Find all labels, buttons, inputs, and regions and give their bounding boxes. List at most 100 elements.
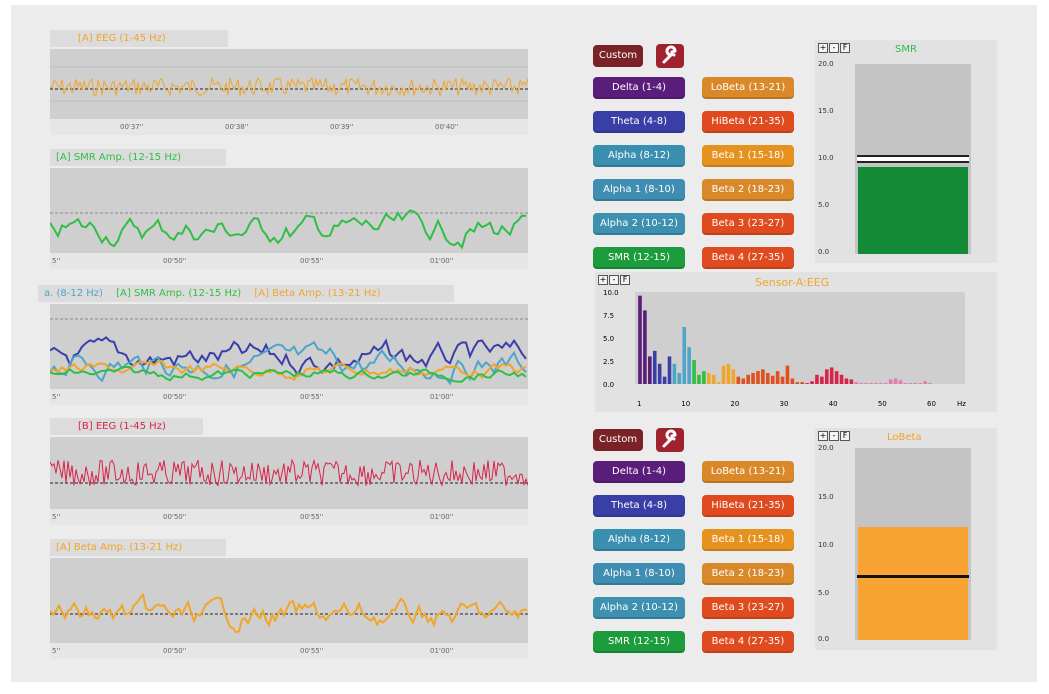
band-button[interactable]: Alpha 1 (8-10) — [593, 179, 685, 201]
band-button[interactable]: Delta (1-4) — [593, 461, 685, 483]
band-button[interactable]: LoBeta (13-21) — [702, 461, 794, 483]
band-button[interactable]: Theta (4-8) — [593, 495, 685, 517]
band-button[interactable]: HiBeta (21-35) — [702, 495, 794, 517]
multi-amp-plot[interactable] — [50, 304, 528, 389]
spectrum-bar — [928, 383, 932, 384]
multi-amp-panel: a. (8-12 Hz) [A] SMR Amp. (12-15 Hz) [A]… — [38, 285, 528, 407]
eeg-b-trace — [50, 458, 528, 487]
band-button[interactable]: Beta 2 (18-23) — [702, 563, 794, 585]
band-button[interactable]: Beta 1 (15-18) — [702, 145, 794, 167]
spectrum-controls: + - F — [598, 275, 631, 285]
spectrum-bar — [775, 371, 780, 384]
x-tick-label: 10 — [681, 400, 690, 408]
band-button[interactable]: Beta 4 (27-35) — [702, 631, 794, 653]
band-button[interactable]: Alpha (8-12) — [593, 529, 685, 551]
band-button[interactable]: Beta 3 (23-27) — [702, 597, 794, 619]
band-button[interactable]: HiBeta (21-35) — [702, 111, 794, 133]
band-button[interactable]: Alpha 2 (10-12) — [593, 597, 685, 619]
spectrum-bar — [898, 380, 903, 384]
beta-amp-trace — [50, 592, 528, 634]
eeg-a-panel: [A] EEG (1-45 Hz) 00'37'' 00'38'' 00'39'' 0… — [50, 30, 528, 140]
band-button[interactable]: Alpha 2 (10-12) — [593, 213, 685, 235]
spectrum-bar — [800, 382, 805, 384]
spectrum-bar — [888, 379, 893, 384]
spectrum-bar — [702, 371, 706, 384]
threshold-marker[interactable] — [857, 154, 969, 163]
spectrum-bar — [711, 374, 716, 384]
zoom-in-icon[interactable]: + — [818, 431, 828, 441]
spectrum-bar — [810, 381, 814, 384]
custom-button-b[interactable]: Custom — [593, 429, 643, 451]
spectrum-bar — [638, 295, 642, 384]
eeg-a-trace — [50, 66, 528, 102]
spectrum-bar — [864, 383, 868, 384]
zoom-out-icon[interactable]: - — [829, 431, 839, 441]
spectrum-bar — [667, 356, 672, 384]
settings-wrench-button[interactable] — [656, 44, 684, 68]
fit-icon[interactable]: F — [840, 431, 850, 441]
x-tick-label: 20 — [730, 400, 739, 408]
x-tick-label: 40 — [829, 400, 838, 408]
meter-title: SMR — [895, 44, 917, 55]
lobeta-meter: + - F LoBeta 20.0 15.0 10.0 5.0 0.0 — [815, 428, 997, 650]
band-button[interactable]: Theta (4-8) — [593, 111, 685, 133]
zoom-out-icon[interactable]: - — [609, 275, 619, 285]
band-button[interactable]: Alpha 1 (8-10) — [593, 563, 685, 585]
spectrum-bar — [707, 372, 711, 384]
eeg-b-plot[interactable] — [50, 437, 528, 509]
spectrum-bar — [746, 374, 750, 384]
y-tick-label: 0.0 — [603, 381, 614, 389]
spectrum-bar — [785, 365, 790, 384]
spectrum-bar — [820, 376, 824, 384]
fit-icon[interactable]: F — [840, 43, 850, 53]
spectrum-bar — [677, 372, 682, 384]
panel-title: [A] SMR Amp. (12-15 Hz) — [50, 149, 226, 166]
spectrum-bar — [874, 383, 878, 384]
spectrum-bar — [805, 383, 809, 384]
x-tick-label: 50 — [878, 400, 887, 408]
band-button[interactable]: Beta 4 (27-35) — [702, 247, 794, 269]
band-button[interactable]: Beta 1 (15-18) — [702, 529, 794, 551]
band-button[interactable]: Delta (1-4) — [593, 77, 685, 99]
spectrum-bar — [844, 378, 849, 384]
y-tick-label: 2.5 — [603, 358, 614, 366]
spectrum-bar — [697, 374, 701, 384]
fit-icon[interactable]: F — [620, 275, 630, 285]
band-button[interactable]: Alpha (8-12) — [593, 145, 685, 167]
multi-amp-traces — [50, 318, 528, 386]
x-unit-label: Hz — [957, 400, 966, 408]
y-tick-label: 5.0 — [603, 335, 614, 343]
spectrum-bar — [716, 382, 721, 384]
spectrum-bar — [726, 363, 731, 384]
band-button[interactable]: SMR (12-15) — [593, 247, 685, 269]
spectrum-bar — [903, 383, 908, 384]
spectrum-bar — [849, 379, 854, 384]
spectrum-bar — [662, 376, 667, 384]
spectrum-bar — [756, 371, 760, 384]
smr-amp-plot[interactable] — [50, 168, 528, 253]
spectrum-bar — [692, 360, 696, 384]
smr-amp-trace — [50, 209, 528, 250]
panel-title: a. (8-12 Hz) [A] SMR Amp. (12-15 Hz) [A]… — [38, 285, 454, 302]
panel-title: [B] EEG (1-45 Hz) — [50, 418, 203, 435]
zoom-in-icon[interactable]: + — [598, 275, 608, 285]
beta-amp-plot[interactable] — [50, 558, 528, 643]
zoom-in-icon[interactable]: + — [818, 43, 828, 53]
spectrum-bar — [682, 326, 687, 384]
meter-title: LoBeta — [887, 432, 922, 443]
spectrum-bar — [815, 374, 819, 384]
meter-controls: + - F — [818, 43, 851, 53]
threshold-marker[interactable] — [857, 574, 969, 578]
spectrum-bar — [780, 376, 785, 384]
eeg-a-plot[interactable] — [50, 49, 528, 119]
meter-level-bar — [858, 166, 968, 254]
band-button[interactable]: LoBeta (13-21) — [702, 77, 794, 99]
custom-button[interactable]: Custom — [593, 45, 643, 67]
band-button[interactable]: SMR (12-15) — [593, 631, 685, 653]
spectrum-bar — [643, 310, 647, 384]
settings-wrench-button-b[interactable] — [656, 428, 684, 452]
spectrum-panel: + - F Sensor-A:EEG 10.0 7.5 5.0 2.5 0.0 1 10 20 30… — [595, 272, 997, 412]
band-button[interactable]: Beta 2 (18-23) — [702, 179, 794, 201]
band-button[interactable]: Beta 3 (23-27) — [702, 213, 794, 235]
zoom-out-icon[interactable]: - — [829, 43, 839, 53]
